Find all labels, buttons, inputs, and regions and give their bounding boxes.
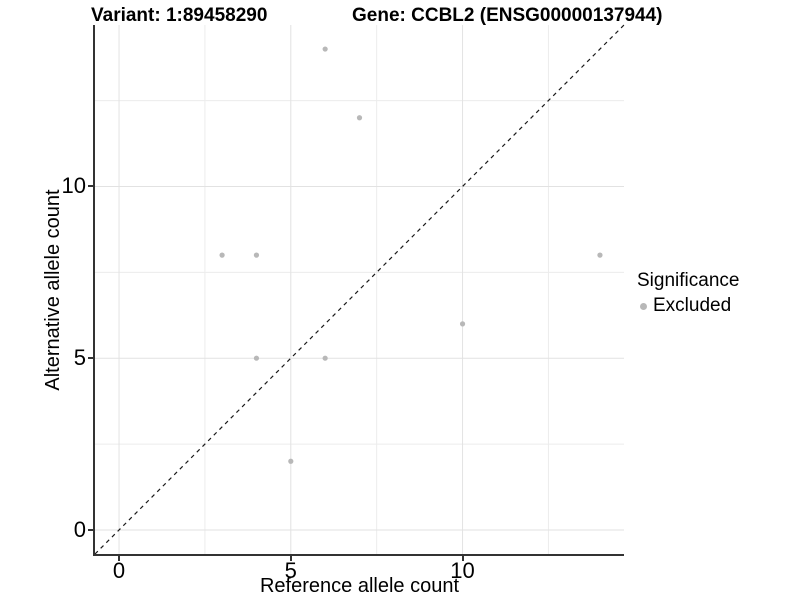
data-point (288, 458, 294, 464)
y-axis-tick (88, 185, 94, 188)
x-axis-tick-label: 0 (112, 558, 126, 583)
data-point (253, 355, 260, 361)
data-point (322, 355, 328, 361)
data-point (459, 321, 466, 327)
legend-item-excluded: Excluded (637, 294, 739, 318)
data-point (356, 115, 363, 121)
legend-item-label: Excluded (653, 295, 732, 316)
x-axis-tick (461, 556, 464, 561)
x-axis-label: Reference allele count (259, 575, 459, 597)
y-axis-tick (88, 528, 94, 531)
x-axis-line (93, 554, 624, 556)
plot-panel (94, 24, 625, 555)
plot-title-gene: Gene: CCBL2 (ENSG00000137944) (352, 5, 663, 26)
x-axis-tick-label: 5 (284, 558, 297, 583)
plot-title-variant: Variant: 1:89458290 (91, 5, 268, 26)
data-point (597, 252, 603, 258)
y-axis-tick-label: 10 (61, 173, 86, 199)
data-point (219, 252, 225, 258)
y-axis-line (93, 25, 95, 556)
scatter-plot-canvas (94, 24, 625, 555)
identity-dashed-line (94, 24, 625, 555)
y-axis-tick (88, 357, 94, 360)
y-axis-tick-label: 0 (73, 516, 86, 542)
legend-point-icon (640, 302, 647, 310)
x-axis-tick (289, 556, 292, 561)
legend: Significance Excluded (637, 269, 739, 318)
y-axis-tick-label: 5 (73, 345, 86, 371)
x-axis-tick-label: 10 (450, 558, 475, 583)
x-axis-tick (118, 556, 121, 561)
data-point (253, 252, 260, 258)
data-point (322, 46, 328, 52)
legend-title: Significance (637, 270, 740, 291)
